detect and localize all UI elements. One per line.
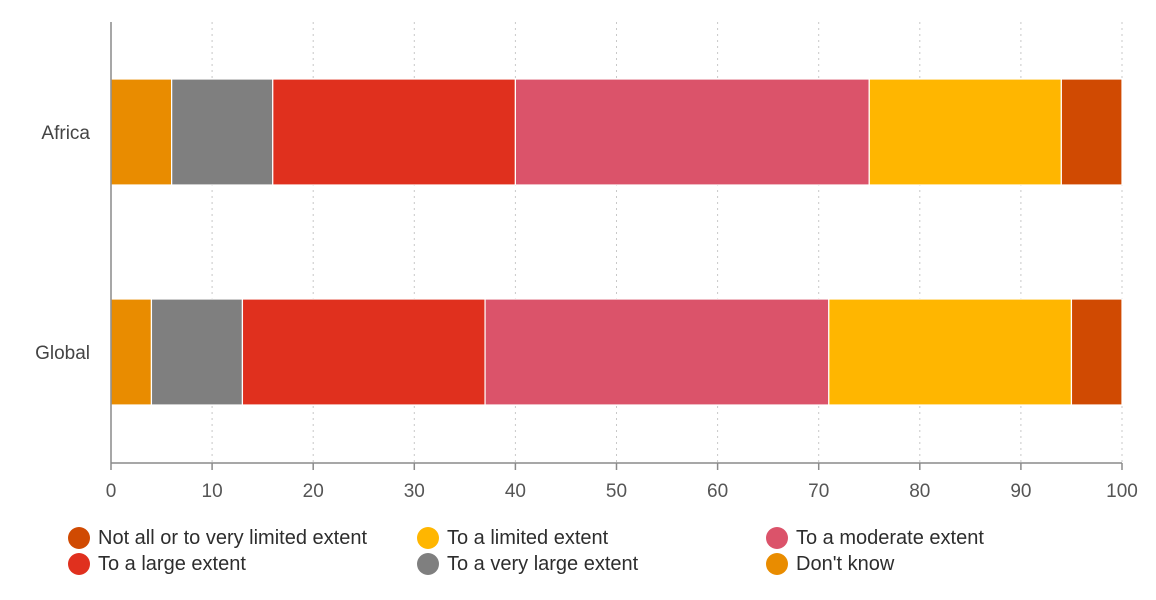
bar-segment (110, 298, 153, 406)
bar-segment (150, 298, 244, 406)
x-tick-label: 80 (909, 481, 930, 502)
bars (110, 78, 1123, 406)
legend-swatch (68, 553, 90, 575)
legend-item: To a limited extent (417, 527, 766, 549)
bar-segment (171, 78, 274, 186)
legend-label: Don't know (796, 552, 895, 575)
stacked-bar-chart: 0 10 20 30 40 50 60 70 80 90 100 Africa Global (35, 22, 1138, 502)
legend-item: Not all or to very limited extent (68, 527, 417, 549)
legend-label: Not all or to very limited extent (98, 526, 367, 549)
legend-item: Don't know (766, 553, 1106, 575)
category-labels: Africa Global (35, 123, 90, 364)
legend-item: To a very large extent (417, 553, 766, 575)
x-tick-label: 100 (1106, 481, 1138, 502)
legend-swatch (417, 527, 439, 549)
x-tick-label: 20 (303, 481, 324, 502)
bar-segment (484, 298, 830, 406)
x-tick-label: 50 (606, 481, 627, 502)
legend-swatch (68, 527, 90, 549)
x-tick-label: 90 (1010, 481, 1031, 502)
x-tick-label: 40 (505, 481, 526, 502)
bar-segment (272, 78, 517, 186)
bar-segment (828, 298, 1073, 406)
legend-label: To a large extent (98, 552, 246, 575)
legend-swatch (417, 553, 439, 575)
bar-segment (868, 78, 1062, 186)
bar-segment (514, 78, 870, 186)
legend-label: To a very large extent (447, 552, 639, 575)
legend-item: To a large extent (68, 553, 417, 575)
bar-segment (1060, 78, 1123, 186)
legend-item: To a moderate extent (766, 527, 1106, 549)
bar-segment (241, 298, 486, 406)
legend-label: To a limited extent (447, 526, 609, 549)
x-axis-ticks: 0 10 20 30 40 50 60 70 80 90 100 (106, 463, 1138, 502)
legend-swatch (766, 553, 788, 575)
bar-segment (1070, 298, 1123, 406)
legend-swatch (766, 527, 788, 549)
x-tick-label: 30 (404, 481, 425, 502)
x-tick-label: 0 (106, 481, 117, 502)
bar-segment (110, 78, 173, 186)
category-label: Africa (41, 123, 90, 144)
category-label: Global (35, 343, 90, 364)
x-tick-label: 70 (808, 481, 829, 502)
legend-label: To a moderate extent (796, 526, 984, 549)
x-tick-label: 60 (707, 481, 728, 502)
x-tick-label: 10 (202, 481, 223, 502)
legend: Not all or to very limited extent To a li… (68, 527, 1128, 575)
